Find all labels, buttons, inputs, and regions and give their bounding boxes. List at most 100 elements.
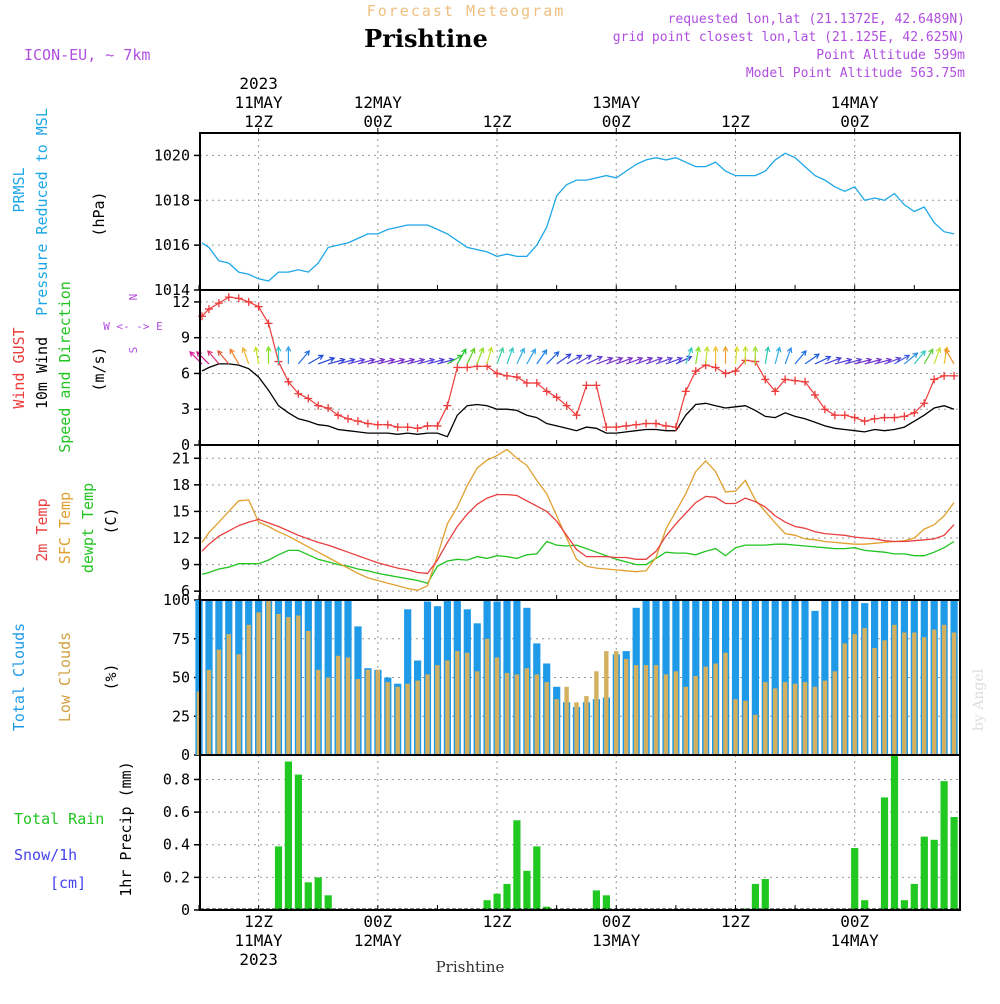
wind-direction-arrow [496, 346, 505, 365]
low-cloud-bar [892, 624, 897, 755]
gust-marker [264, 319, 273, 328]
wind-direction-arrow [466, 347, 476, 365]
temp-2m-line [201, 493, 955, 575]
low-cloud-bar [465, 652, 470, 755]
wind-direction-arrow [417, 357, 436, 365]
wind-direction-arrow [576, 354, 593, 365]
gust-marker [532, 379, 541, 387]
y-tick-label: 50 [172, 669, 190, 687]
y-tick-label: 1016 [154, 236, 190, 254]
low-cloud-bar [673, 671, 679, 755]
gust-marker [890, 413, 899, 422]
low-cloud-bar [266, 600, 271, 755]
wind-direction-arrow [784, 346, 793, 365]
precip-label-snow: Snow/1h [14, 846, 77, 864]
wind-direction-arrow [923, 348, 934, 365]
wind-direction-arrow [387, 357, 406, 365]
y-tick-label: 6 [181, 582, 190, 600]
rain-bar [861, 900, 869, 910]
wind-direction-arrow [834, 357, 853, 365]
wind-direction-arrow [854, 357, 873, 365]
rain-bar [851, 848, 859, 910]
gust-marker [761, 375, 770, 384]
low-cloud-bar [703, 666, 708, 755]
gust-marker [463, 363, 472, 372]
gust-marker [552, 393, 561, 402]
wind-direction-arrow [265, 345, 272, 364]
wind-direction-arrow [536, 348, 548, 365]
gust-marker [661, 421, 670, 430]
model-altitude: Model Point Altitude 563.75m [746, 66, 965, 81]
low-cloud-bar [773, 688, 778, 755]
precip-label-cm: [cm] [50, 874, 86, 892]
low-cloud-bar [415, 680, 420, 755]
dewpoint-line [201, 540, 955, 584]
wind-label-10m: 10m Wind [33, 337, 51, 409]
pressure-panel: 1014 1016 1018 1020 [154, 132, 961, 299]
wind-direction-arrow [904, 352, 919, 365]
low-cloud-bar [385, 682, 390, 755]
wind-direction-arrow [516, 347, 525, 365]
bottom-time-label: 12Z [244, 912, 273, 931]
gust-marker [950, 371, 959, 380]
gust-marker [572, 411, 581, 420]
low-cloud-bar [723, 652, 728, 755]
gust-marker [334, 411, 343, 420]
gust-marker [592, 381, 601, 390]
model-label: ICON-EU, ~ 7km [24, 46, 150, 64]
y-tick-label: 15 [172, 502, 190, 520]
clouds-label-low: Low Clouds [56, 632, 74, 722]
gust-marker [493, 369, 502, 378]
temperature-panel: 6 9 12 15 18 21 [172, 444, 961, 601]
rain-bar [900, 900, 908, 910]
wind-direction-arrow [844, 357, 863, 365]
low-cloud-bar [375, 669, 380, 756]
rain-bar [533, 846, 541, 910]
wind-direction-arrow [253, 345, 260, 365]
wind-direction-arrow [297, 349, 311, 365]
top-time-label: 2023 [239, 74, 278, 93]
low-cloud-bar [425, 674, 430, 755]
rain-bar [314, 877, 322, 910]
wind-direction-arrow [606, 356, 624, 365]
wind-direction-arrow [913, 349, 927, 365]
point-altitude: Point Altitude 599m [816, 48, 965, 63]
gust-marker [940, 371, 949, 380]
rain-bar [920, 836, 928, 910]
bottom-time-label: 2023 [239, 950, 278, 969]
low-cloud-bar [335, 655, 341, 755]
bottom-time-label: 12Z [483, 912, 512, 931]
wind-direction-arrow [824, 356, 843, 365]
wind-direction-arrow [285, 345, 292, 364]
bottom-time-label: 14MAY [831, 931, 880, 950]
low-cloud-bar [932, 629, 937, 755]
wind-direction-arrow [645, 356, 664, 365]
top-time-label: 11MAY [235, 93, 284, 112]
wind-direction-arrow [695, 345, 701, 365]
compass-n: N [127, 294, 140, 301]
low-cloud-bar [534, 674, 539, 755]
low-cloud-bar [614, 651, 619, 755]
temp-label-2m: 2m Temp [33, 498, 51, 561]
low-cloud-bar [306, 631, 311, 755]
low-cloud-bar [325, 677, 331, 755]
wind-direction-arrow [586, 355, 604, 365]
sfc-temp-line [201, 448, 955, 591]
wind-direction-arrow [506, 346, 515, 365]
gust-marker [622, 421, 631, 430]
gust-marker [363, 419, 372, 428]
gust-marker [214, 299, 223, 308]
precip-panel: 0 0.2 0.4 0.6 0.8 [163, 754, 961, 919]
gust-marker [920, 399, 929, 408]
low-cloud-bar [782, 682, 788, 755]
wind-direction-arrow [864, 357, 883, 365]
wind-direction-arrow [742, 345, 749, 364]
y-tick-label: 1020 [154, 146, 190, 164]
low-cloud-bar [246, 624, 251, 755]
gust-marker [294, 389, 303, 398]
precip-ylabel: 1hr Precip (mm) [117, 761, 135, 896]
low-cloud-bar [822, 680, 828, 755]
gust-marker [900, 412, 909, 421]
total-cloud-bar [771, 600, 779, 755]
low-cloud-bar [792, 683, 798, 755]
